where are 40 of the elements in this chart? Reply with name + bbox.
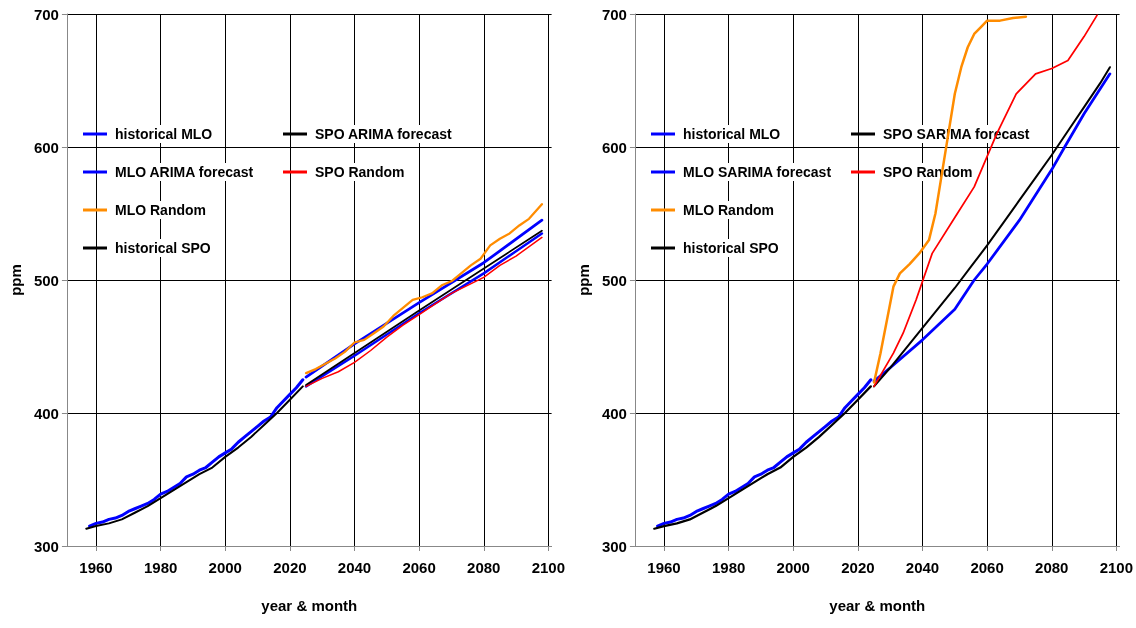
x-tick-label: 1980 [711, 559, 746, 576]
x-tick-label: 2100 [1099, 559, 1134, 576]
x-axis-title: year & month [829, 597, 926, 614]
legend-label: MLO Random [115, 202, 206, 218]
legend-label: historical MLO [115, 126, 213, 142]
y-tick-label: 700 [601, 5, 627, 23]
legend-label: historical SPO [683, 240, 779, 256]
x-tick-label: 2060 [970, 559, 1004, 576]
y-tick-label: 600 [601, 138, 627, 156]
legend-label: SPO Random [315, 164, 405, 180]
y-tick-label: 300 [33, 537, 59, 555]
x-tick-label: 1960 [79, 559, 113, 576]
y-tick-label: 500 [33, 271, 59, 289]
x-tick-label: 2020 [841, 559, 875, 576]
y-tick-label: 600 [33, 138, 59, 156]
y-axis-title: ppm [575, 264, 592, 296]
x-tick-label: 2040 [905, 559, 940, 576]
y-tick-label: 400 [601, 404, 627, 422]
y-tick-label: 300 [601, 537, 627, 555]
legend-label: MLO Random [683, 202, 774, 218]
x-axis-title: year & month [261, 597, 358, 614]
y-tick-label: 400 [33, 404, 59, 422]
legend-label: historical MLO [683, 126, 781, 142]
legend-label: MLO ARIMA forecast [115, 164, 254, 180]
x-tick-label: 2060 [402, 559, 436, 576]
x-tick-label: 1980 [143, 559, 178, 576]
x-tick-label: 2080 [1035, 559, 1069, 576]
y-tick-label: 700 [33, 5, 59, 23]
x-tick-label: 1960 [647, 559, 681, 576]
x-tick-label: 2020 [273, 559, 307, 576]
legend-label: MLO SARIMA forecast [683, 164, 832, 180]
x-tick-label: 2080 [467, 559, 501, 576]
x-tick-label: 2000 [776, 559, 810, 576]
y-tick-label: 500 [601, 271, 627, 289]
x-tick-label: 2100 [531, 559, 566, 576]
y-axis-title: ppm [7, 264, 24, 296]
x-tick-label: 2040 [337, 559, 372, 576]
legend-label: historical SPO [115, 240, 211, 256]
legend-label: SPO ARIMA forecast [315, 126, 452, 142]
x-tick-label: 2000 [208, 559, 242, 576]
